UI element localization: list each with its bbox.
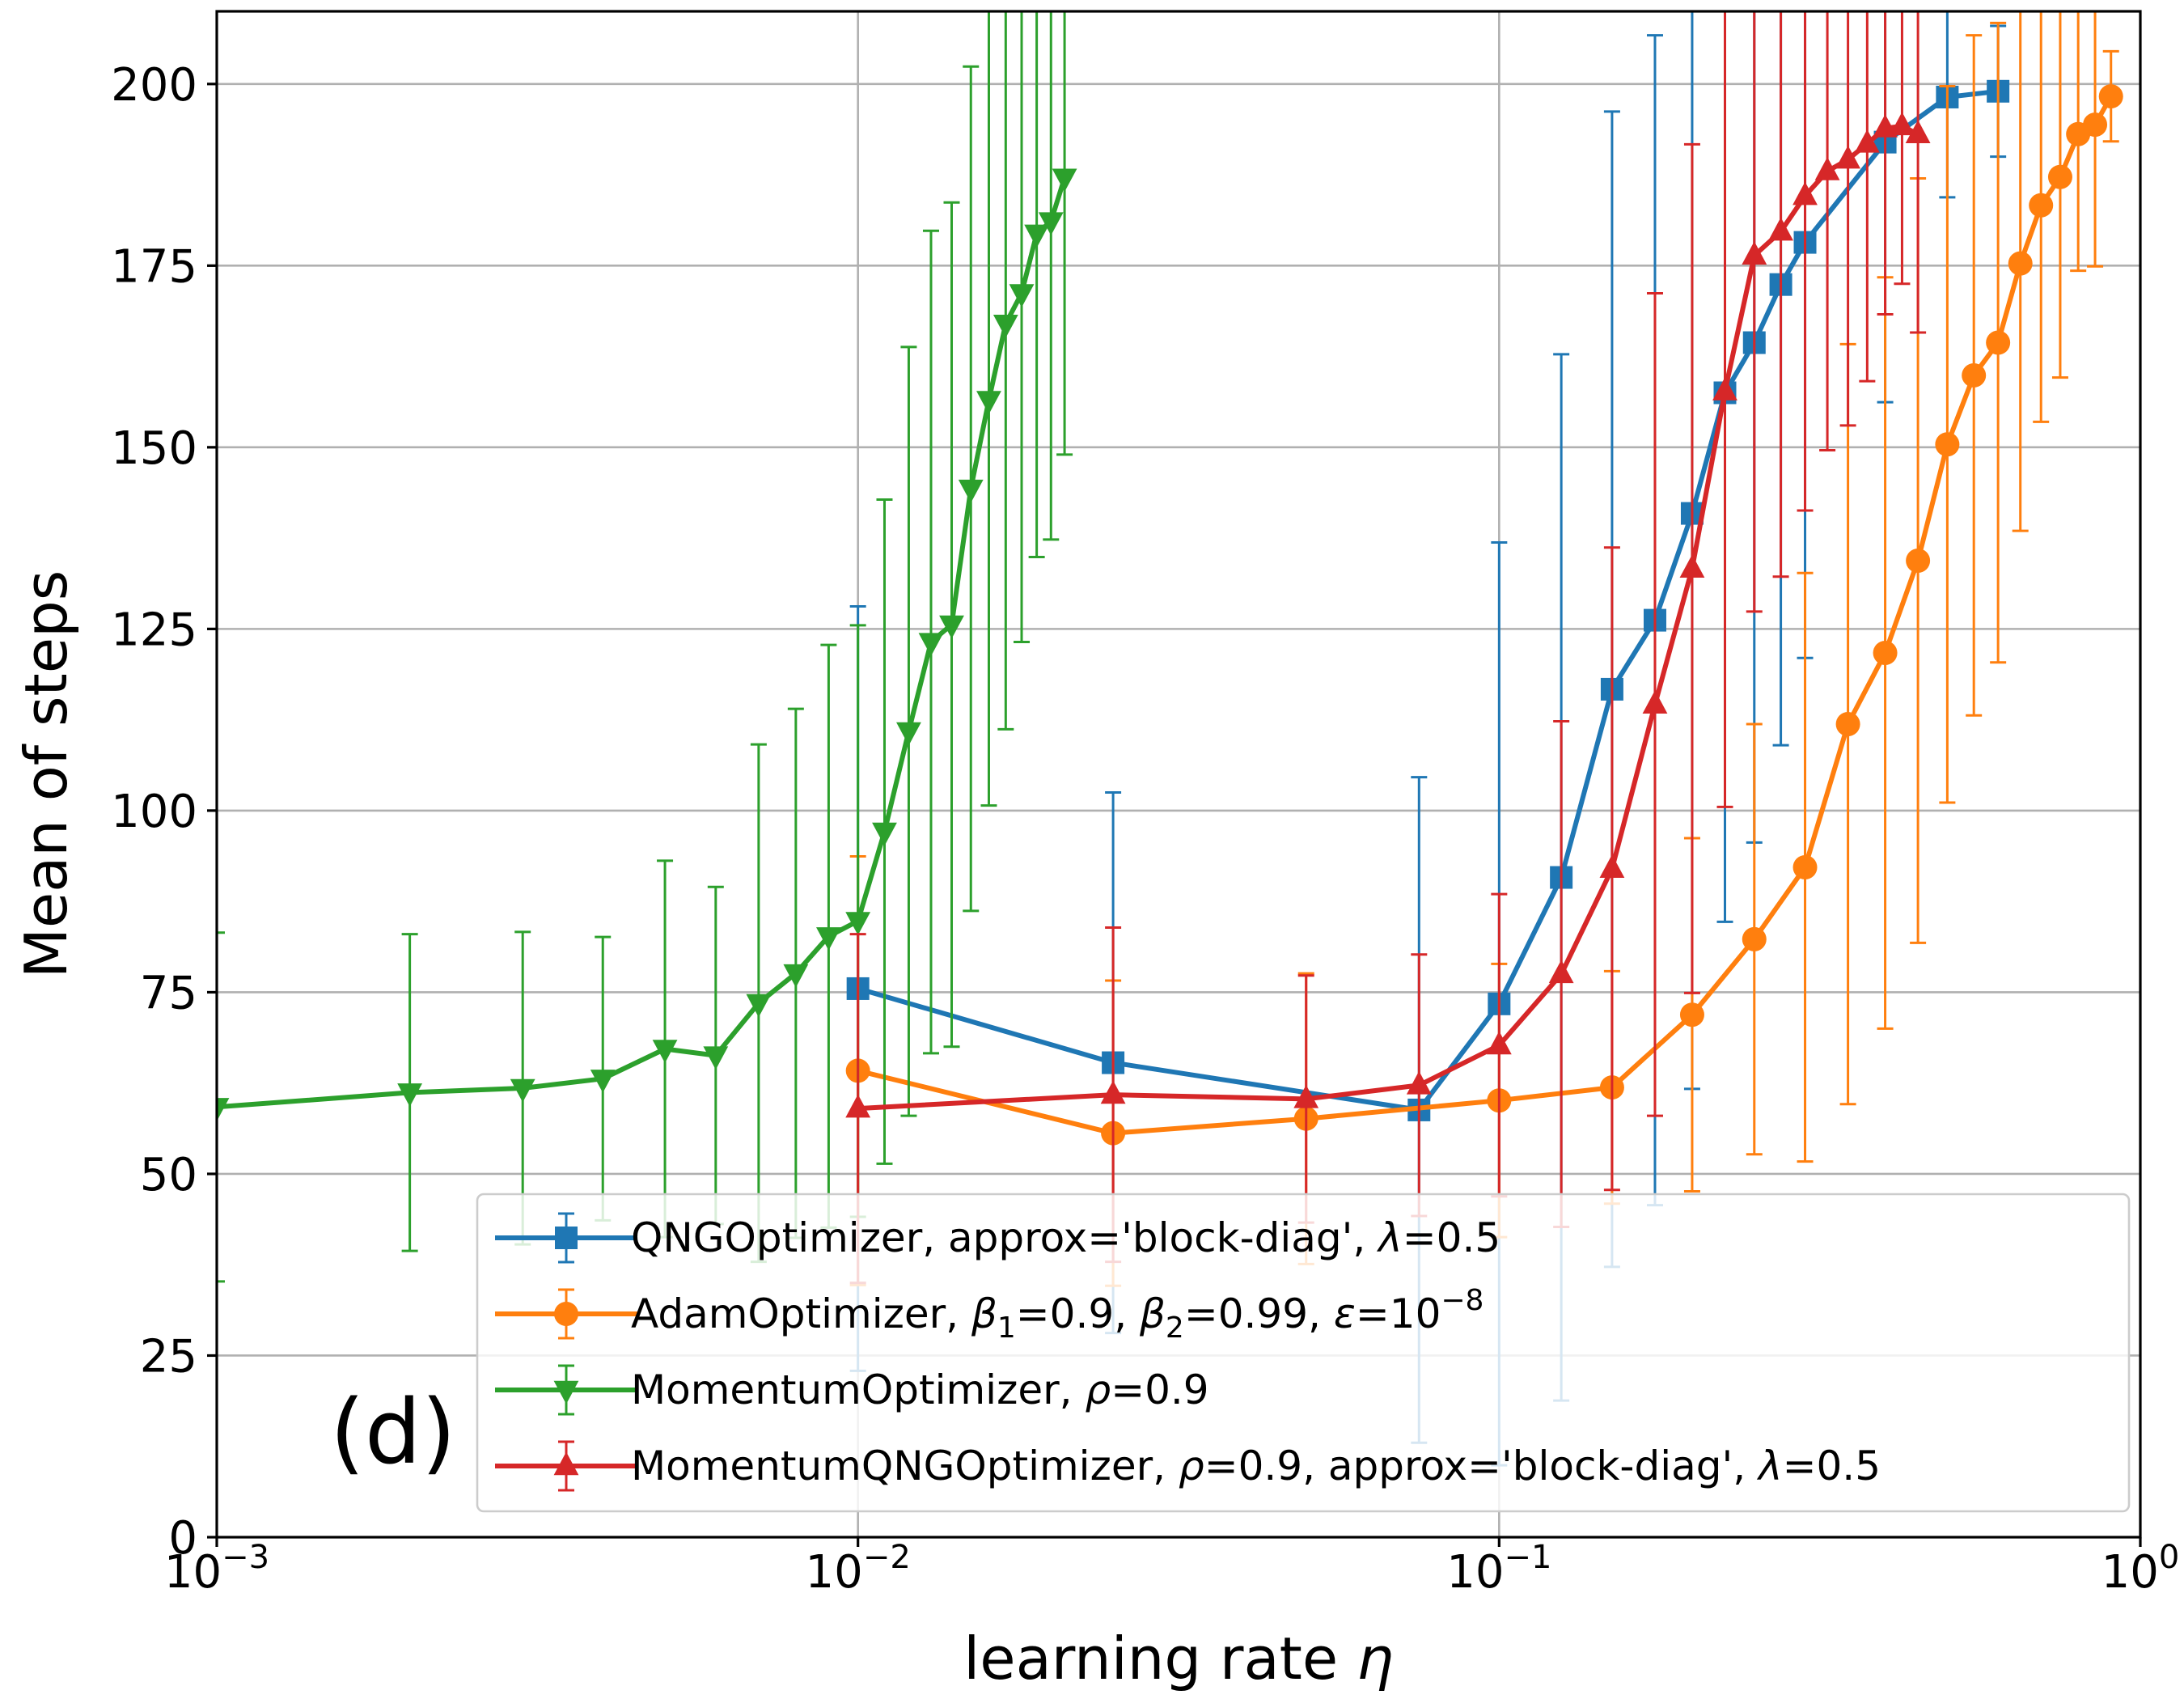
y-tick-label: 200 [111, 59, 197, 112]
legend-marker [554, 1302, 578, 1326]
data-point [958, 479, 984, 503]
data-point [510, 1078, 535, 1103]
data-point [976, 391, 1001, 414]
data-point [896, 722, 921, 746]
data-point [1406, 1070, 1432, 1095]
y-axis-label: Mean of steps [12, 570, 80, 979]
data-point [1792, 181, 1818, 205]
legend-entry-label: AdamOptimizer, β1=0.9, β2=0.99, ε=10−8 [631, 1284, 1484, 1345]
data-point [1100, 1080, 1126, 1104]
data-point [1854, 129, 1880, 153]
data-point [1890, 112, 1915, 136]
x-tick-label: 100 [2101, 1539, 2180, 1599]
data-point [2098, 84, 2123, 109]
series-4 [845, 11, 1931, 1285]
data-point [2029, 193, 2054, 218]
data-point [1642, 690, 1668, 714]
y-tick-label: 50 [140, 1149, 197, 1201]
data-point [652, 1040, 678, 1063]
data-point [1712, 377, 1737, 400]
data-point [1935, 432, 1960, 457]
y-tick-label: 0 [168, 1512, 197, 1565]
data-point [1792, 854, 1818, 879]
data-point [1905, 120, 1931, 143]
y-tick-label: 25 [140, 1330, 197, 1383]
y-tick-label: 100 [111, 786, 197, 838]
data-point [1873, 114, 1898, 138]
data-point [1835, 712, 1860, 737]
data-point [1742, 926, 1767, 951]
data-point [1024, 224, 1050, 248]
data-point [939, 615, 964, 639]
y-tick-label: 75 [140, 967, 197, 1019]
data-point [1906, 548, 1931, 573]
panel-label: (d) [330, 1380, 456, 1484]
data-point [746, 994, 772, 1018]
data-point [1009, 284, 1035, 307]
data-point [217, 1098, 230, 1121]
data-point [1679, 1002, 1704, 1027]
data-point [703, 1046, 729, 1070]
data-point [1873, 641, 1898, 666]
data-point [590, 1070, 616, 1093]
data-point [993, 314, 1018, 338]
ticks: 10−3 10−2 10−1 100 0 25 50 75 100 125 150 175 200 [111, 59, 2179, 1599]
legend-marker [553, 1380, 579, 1405]
y-tick-label: 150 [111, 422, 197, 475]
data-point [1742, 241, 1767, 265]
legend-box [476, 1193, 2131, 1513]
data-point [1768, 217, 1793, 241]
y-tick-label: 175 [111, 240, 197, 293]
legend: QNGOptimizer, approx='block-diag', λ=0.5… [476, 1193, 2131, 1513]
data-point [1486, 1031, 1512, 1055]
series-2 [845, 11, 2123, 1287]
axes-frame [215, 10, 2142, 1539]
data-point [397, 1083, 423, 1107]
data-point [1052, 168, 1077, 193]
legend-entry-label: MomentumQNGOptimizer, ρ=0.9, approx='blo… [631, 1443, 1881, 1489]
data-point [1962, 362, 1987, 388]
data-point [1835, 145, 1860, 169]
data-point [783, 964, 809, 988]
legend-marker [555, 1227, 578, 1249]
data-point [1679, 554, 1705, 578]
data-point [1293, 1084, 1319, 1108]
data-point [1038, 212, 1064, 236]
data-point [2008, 251, 2033, 276]
legend-entry-label: QNGOptimizer, approx='block-diag', λ=0.5 [631, 1214, 1500, 1261]
data-point [815, 927, 841, 951]
x-tick-label: 10−1 [1446, 1539, 1551, 1599]
data-point [845, 912, 871, 935]
data-point [1986, 330, 2011, 355]
x-tick-label: 10−3 [164, 1539, 269, 1599]
data-point [1814, 157, 1840, 180]
x-axis-label: learning rate η [963, 1625, 1393, 1693]
legend-entry-label: MomentumOptimizer, ρ=0.9 [631, 1366, 1209, 1413]
data-point [845, 1094, 871, 1118]
data-point [2047, 164, 2072, 189]
y-tick-label: 125 [111, 604, 197, 656]
data-point [2083, 112, 2108, 138]
data-point [1548, 960, 1574, 984]
data-point [1599, 854, 1625, 878]
x-tick-label: 10−2 [806, 1539, 911, 1599]
data-point [918, 633, 944, 657]
legend-marker [553, 1451, 579, 1476]
data-point [872, 822, 897, 846]
